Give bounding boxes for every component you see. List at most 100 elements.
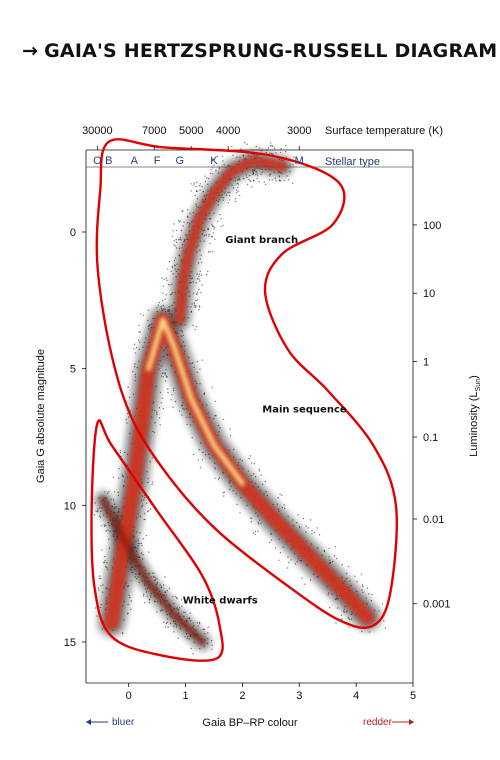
star-point: [159, 417, 160, 418]
star-point: [173, 244, 174, 245]
star-point: [163, 372, 164, 373]
star-point: [138, 543, 139, 544]
star-point: [207, 271, 208, 272]
star-point: [122, 632, 123, 633]
star-point: [369, 631, 370, 632]
star-point: [223, 225, 224, 226]
star-point: [175, 245, 176, 246]
star-point: [198, 278, 199, 279]
star-point: [197, 292, 198, 293]
star-point: [237, 183, 238, 184]
star-point: [222, 160, 223, 161]
star-point: [371, 594, 372, 595]
star-point: [98, 587, 99, 588]
star-point: [162, 398, 163, 399]
star-point: [272, 179, 273, 180]
star-point: [196, 294, 197, 295]
star-point: [213, 228, 214, 229]
star-point: [221, 218, 222, 219]
star-point: [329, 548, 330, 549]
star-point: [129, 597, 130, 598]
star-point: [284, 504, 285, 505]
star-point: [167, 590, 168, 591]
x-axis-label: Gaia BP–RP colour: [202, 717, 298, 729]
star-point: [292, 164, 293, 165]
star-point: [108, 539, 109, 540]
region-label: White dwarfs: [183, 596, 258, 607]
star-point: [154, 432, 155, 433]
star-point: [104, 524, 105, 525]
star-point: [169, 306, 170, 307]
star-point: [166, 376, 167, 377]
star-point: [166, 280, 167, 281]
star-point: [136, 347, 137, 348]
redder-label: redder: [363, 717, 393, 728]
star-point: [202, 284, 203, 285]
star-point: [261, 150, 262, 151]
star-point: [229, 428, 230, 429]
star-point: [100, 517, 101, 518]
star-point: [120, 450, 121, 451]
star-point: [94, 514, 95, 515]
star-point: [208, 627, 209, 628]
x-tick-label: 0: [126, 690, 132, 702]
temperature-tick-label: 5000: [179, 125, 203, 137]
star-point: [199, 622, 200, 623]
star-point: [172, 266, 173, 267]
star-point: [164, 279, 165, 280]
star-point: [301, 577, 302, 578]
star-point: [215, 401, 216, 402]
star-point: [280, 552, 281, 553]
y-tick-label: 5: [70, 364, 76, 376]
star-point: [161, 402, 162, 403]
star-point: [147, 596, 148, 597]
star-point: [192, 303, 193, 304]
star-point: [256, 178, 257, 179]
x-tick-label: 1: [182, 690, 188, 702]
star-point: [165, 380, 166, 381]
star-point: [181, 211, 182, 212]
star-point: [160, 392, 161, 393]
star-point: [223, 492, 224, 493]
star-point: [108, 491, 109, 492]
star-point: [179, 239, 180, 240]
star-point: [191, 311, 192, 312]
star-point: [162, 300, 163, 301]
temperature-tick-label: 7000: [142, 125, 166, 137]
star-point: [240, 148, 241, 149]
star-point: [258, 522, 259, 523]
star-point: [167, 268, 168, 269]
stellar-type-label: B: [105, 155, 112, 167]
star-point: [337, 607, 338, 608]
star-point: [256, 146, 257, 147]
star-point: [138, 325, 139, 326]
star-point: [108, 530, 109, 531]
star-point: [99, 578, 100, 579]
star-point: [223, 419, 224, 420]
star-point: [99, 575, 100, 576]
bluer-indicator: bluer: [86, 717, 135, 728]
star-point: [181, 230, 182, 231]
star-point: [271, 153, 272, 154]
star-point: [161, 375, 162, 376]
star-point: [361, 574, 362, 575]
star-point: [164, 576, 165, 577]
star-point: [106, 530, 107, 531]
star-point: [211, 649, 212, 650]
star-point: [169, 261, 170, 262]
star-point: [178, 220, 179, 221]
star-point: [175, 257, 176, 258]
star-point: [171, 394, 172, 395]
star-point: [212, 251, 213, 252]
star-point: [319, 534, 320, 535]
star-point: [197, 372, 198, 373]
star-point: [194, 329, 195, 330]
star-point: [192, 325, 193, 326]
star-point: [266, 149, 267, 150]
star-point: [166, 623, 167, 624]
star-point: [255, 531, 256, 532]
star-point: [222, 200, 223, 201]
star-point: [118, 468, 119, 469]
star-point: [105, 566, 106, 567]
star-point: [190, 612, 191, 613]
